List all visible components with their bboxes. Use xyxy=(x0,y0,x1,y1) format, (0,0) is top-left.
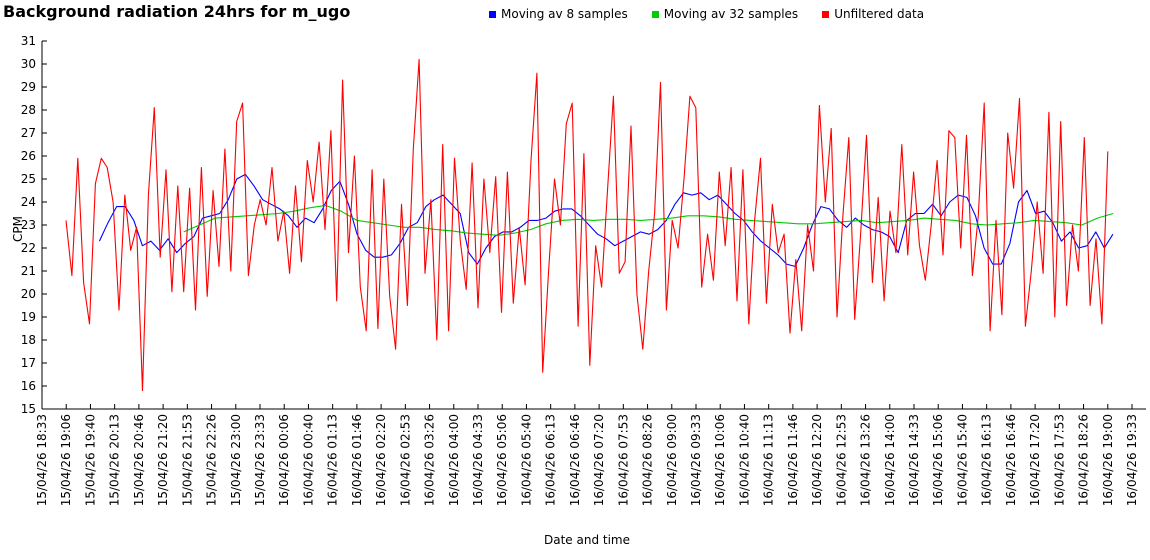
svg-text:16/04/26 18:26: 16/04/26 18:26 xyxy=(1077,414,1091,506)
svg-text:16/04/26 14:33: 16/04/26 14:33 xyxy=(907,414,921,506)
svg-text:16/04/26 04:33: 16/04/26 04:33 xyxy=(471,414,485,506)
svg-text:15/04/26 18:33: 15/04/26 18:33 xyxy=(35,414,49,506)
svg-text:16/04/26 03:26: 16/04/26 03:26 xyxy=(423,414,437,506)
svg-text:16/04/26 02:20: 16/04/26 02:20 xyxy=(374,414,388,506)
svg-text:16/04/26 13:26: 16/04/26 13:26 xyxy=(859,414,873,506)
svg-text:16/04/26 05:06: 16/04/26 05:06 xyxy=(495,414,509,506)
svg-text:16/04/26 00:40: 16/04/26 00:40 xyxy=(301,414,315,506)
svg-text:16/04/26 14:00: 16/04/26 14:00 xyxy=(883,414,897,506)
svg-text:16/04/26 11:46: 16/04/26 11:46 xyxy=(786,414,800,506)
svg-text:16/04/26 15:40: 16/04/26 15:40 xyxy=(955,414,969,506)
svg-text:16/04/26 19:33: 16/04/26 19:33 xyxy=(1125,414,1139,506)
svg-text:16/04/26 12:53: 16/04/26 12:53 xyxy=(834,414,848,506)
svg-text:16/04/26 07:20: 16/04/26 07:20 xyxy=(592,414,606,506)
svg-text:30: 30 xyxy=(21,57,36,71)
svg-text:26: 26 xyxy=(21,149,36,163)
svg-text:20: 20 xyxy=(21,287,36,301)
svg-text:28: 28 xyxy=(21,103,36,117)
svg-text:16/04/26 16:46: 16/04/26 16:46 xyxy=(1004,414,1018,506)
svg-text:16/04/26 02:53: 16/04/26 02:53 xyxy=(398,414,412,506)
svg-text:16/04/26 08:26: 16/04/26 08:26 xyxy=(641,414,655,506)
svg-text:15/04/26 21:20: 15/04/26 21:20 xyxy=(156,414,170,506)
chart-title: Background radiation 24hrs for m_ugo xyxy=(3,2,351,21)
legend-swatch-green-icon xyxy=(651,10,659,18)
svg-text:16/04/26 15:06: 16/04/26 15:06 xyxy=(931,414,945,506)
svg-text:15/04/26 20:13: 15/04/26 20:13 xyxy=(108,414,122,506)
legend-swatch-blue-icon xyxy=(489,10,496,18)
svg-text:24: 24 xyxy=(21,195,36,209)
legend-item-unfiltered: Unfiltered data xyxy=(822,7,924,21)
svg-text:16/04/26 16:13: 16/04/26 16:13 xyxy=(980,414,994,506)
svg-text:16: 16 xyxy=(21,379,36,393)
svg-text:21: 21 xyxy=(21,264,36,278)
svg-text:16/04/26 06:13: 16/04/26 06:13 xyxy=(544,414,558,506)
svg-text:15/04/26 20:46: 15/04/26 20:46 xyxy=(132,414,146,506)
svg-text:16/04/26 17:20: 16/04/26 17:20 xyxy=(1028,414,1042,506)
svg-text:16/04/26 06:46: 16/04/26 06:46 xyxy=(568,414,582,506)
svg-text:17: 17 xyxy=(21,356,36,370)
svg-text:16/04/26 00:06: 16/04/26 00:06 xyxy=(277,414,291,506)
svg-text:22: 22 xyxy=(21,241,36,255)
svg-text:15: 15 xyxy=(21,402,36,416)
svg-text:16/04/26 10:06: 16/04/26 10:06 xyxy=(713,414,727,506)
svg-text:16/04/26 17:53: 16/04/26 17:53 xyxy=(1052,414,1066,506)
x-axis-title: Date and time xyxy=(544,533,630,547)
svg-text:16/04/26 12:20: 16/04/26 12:20 xyxy=(810,414,824,506)
legend-label-moving-av-32: Moving av 32 samples xyxy=(663,7,799,21)
svg-text:27: 27 xyxy=(21,126,36,140)
legend: Moving av 8 samples Moving av 32 samples… xyxy=(489,7,924,21)
svg-text:15/04/26 19:40: 15/04/26 19:40 xyxy=(83,414,97,506)
svg-text:19: 19 xyxy=(21,310,36,324)
svg-text:16/04/26 11:13: 16/04/26 11:13 xyxy=(762,414,776,506)
svg-text:16/04/26 04:00: 16/04/26 04:00 xyxy=(447,414,461,506)
svg-text:15/04/26 23:00: 15/04/26 23:00 xyxy=(229,414,243,506)
svg-text:16/04/26 01:46: 16/04/26 01:46 xyxy=(350,414,364,506)
legend-item-moving-av-32: Moving av 32 samples xyxy=(651,7,799,21)
svg-text:16/04/26 07:53: 16/04/26 07:53 xyxy=(616,414,630,506)
svg-text:16/04/26 09:00: 16/04/26 09:00 xyxy=(665,414,679,506)
legend-item-moving-av-8: Moving av 8 samples xyxy=(489,7,628,21)
legend-swatch-red-icon xyxy=(822,10,830,18)
svg-text:31: 31 xyxy=(21,34,36,48)
svg-text:15/04/26 21:53: 15/04/26 21:53 xyxy=(180,414,194,506)
svg-text:15/04/26 23:33: 15/04/26 23:33 xyxy=(253,414,267,506)
y-axis-title: CPM xyxy=(11,216,25,242)
svg-text:16/04/26 09:33: 16/04/26 09:33 xyxy=(689,414,703,506)
svg-text:16/04/26 19:00: 16/04/26 19:00 xyxy=(1101,414,1115,506)
svg-text:18: 18 xyxy=(21,333,36,347)
svg-text:29: 29 xyxy=(21,80,36,94)
svg-text:16/04/26 01:13: 16/04/26 01:13 xyxy=(326,414,340,506)
svg-text:15/04/26 19:06: 15/04/26 19:06 xyxy=(59,414,73,506)
svg-text:15/04/26 22:26: 15/04/26 22:26 xyxy=(205,414,219,506)
svg-text:23: 23 xyxy=(21,218,36,232)
svg-text:16/04/26 10:40: 16/04/26 10:40 xyxy=(737,414,751,506)
svg-text:16/04/26 05:40: 16/04/26 05:40 xyxy=(519,414,533,506)
svg-text:25: 25 xyxy=(21,172,36,186)
legend-label-unfiltered: Unfiltered data xyxy=(834,7,925,21)
legend-label-moving-av-8: Moving av 8 samples xyxy=(501,7,628,21)
